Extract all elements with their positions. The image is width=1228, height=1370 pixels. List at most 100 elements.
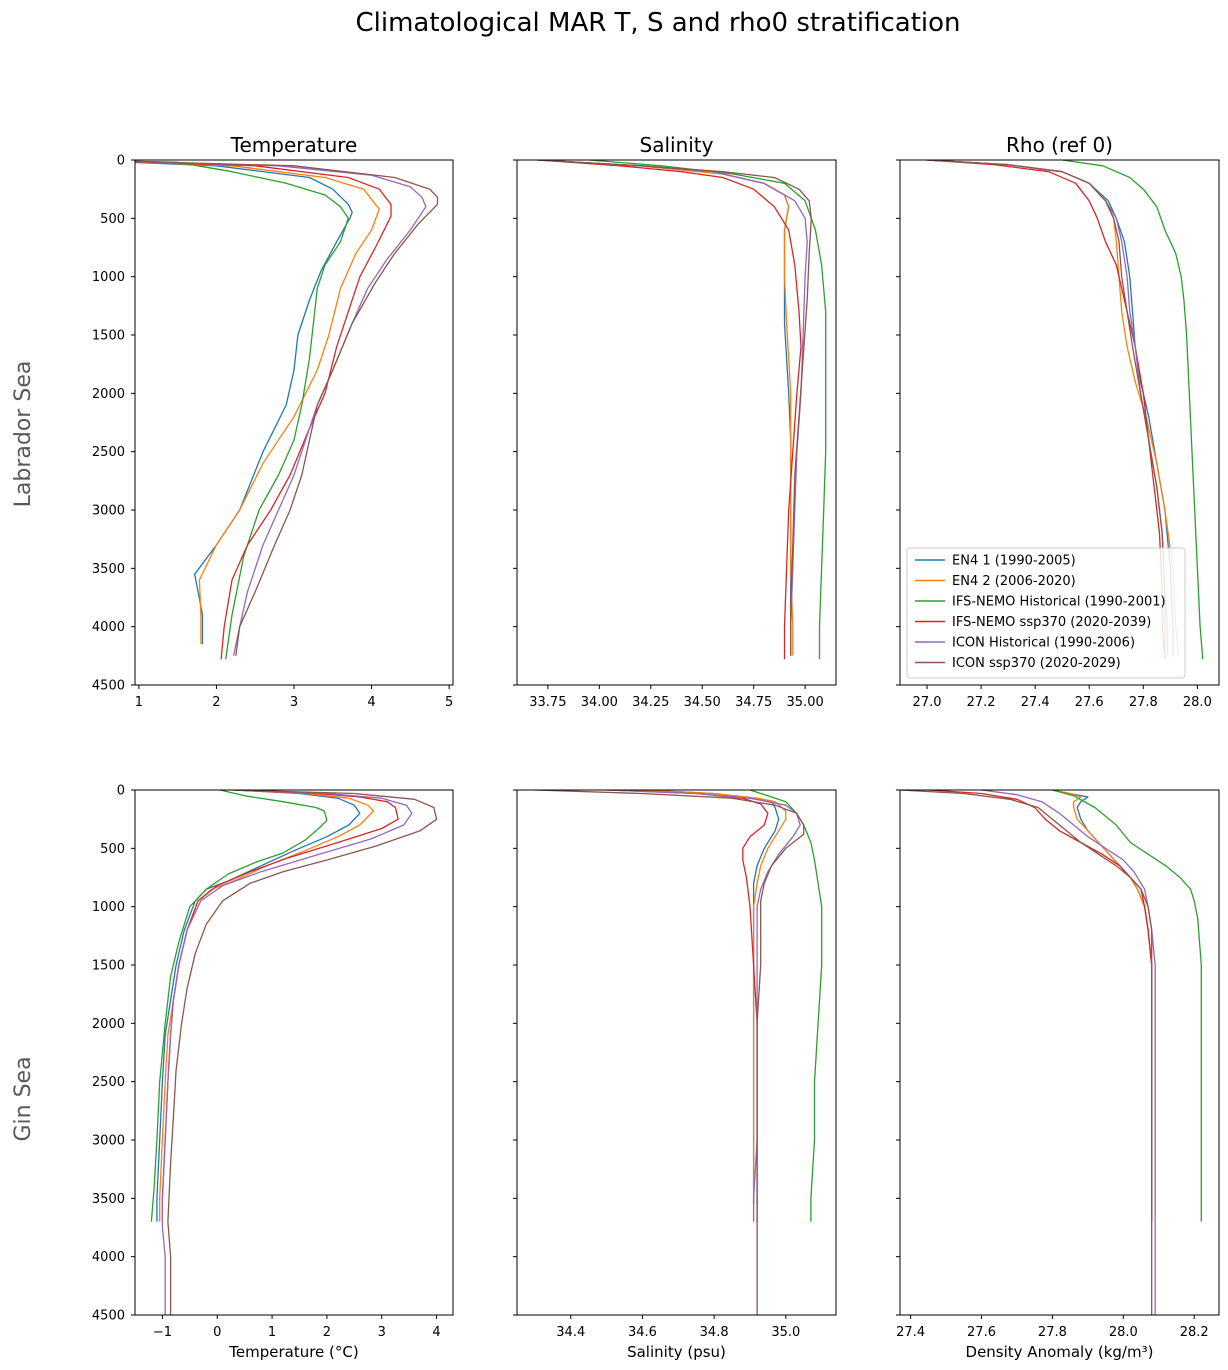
- x-tick-label: 34.00: [581, 695, 618, 710]
- series-line: [135, 160, 349, 660]
- series-line: [588, 160, 827, 660]
- x-tick-label: 5: [445, 695, 453, 710]
- x-tick-label: 28.0: [1109, 1325, 1138, 1340]
- panel-5: 34.4 34.6 34.8 35.0 Salinity (psu): [513, 789, 837, 1361]
- x-tick-label: 34.50: [684, 695, 721, 710]
- y-tick-label: 0: [117, 154, 125, 169]
- x-tick-label: 27.2: [967, 695, 996, 710]
- y-tick-label: 2000: [92, 1017, 125, 1032]
- series-line: [161, 790, 413, 1315]
- x-tick-label: 34.75: [735, 695, 772, 710]
- y-tick-label: 3500: [92, 1192, 125, 1207]
- panel-2: 33.75 34.00 34.25 34.50 34.75 35.00 Salinity: [513, 133, 837, 710]
- series-line: [900, 790, 1153, 1315]
- series-line: [1062, 160, 1204, 660]
- x-tick-label: 34.25: [632, 695, 669, 710]
- x-tick-label: 3: [290, 695, 298, 710]
- x-tick-label: 27.8: [1038, 1325, 1067, 1340]
- y-tick-label: 2500: [92, 445, 125, 460]
- x-tick-label: 27.8: [1129, 695, 1158, 710]
- series-line: [537, 160, 812, 656]
- x-tick-label: 34.6: [628, 1325, 657, 1340]
- x-tick-label: 27.6: [1075, 695, 1104, 710]
- panel-title: Temperature: [230, 133, 358, 157]
- x-tick-label: 4: [432, 1325, 440, 1340]
- axes-frame: [134, 789, 454, 1316]
- y-tick-label: 4000: [92, 1250, 125, 1265]
- x-tick-label: 35.00: [787, 695, 824, 710]
- panels: 1 2 3 4 505001000150020002500300035004000450…: [92, 133, 1220, 1361]
- y-tick-label: 4000: [92, 620, 125, 635]
- series-group: [534, 790, 823, 1315]
- series-line: [156, 790, 361, 1222]
- panel-1: 1 2 3 4 5 0 500 1000 1500 2000 2500 3000 3500 4000 450…: [92, 133, 454, 710]
- panel-title: Salinity: [640, 133, 714, 157]
- y-tick-label: 500: [100, 842, 125, 857]
- x-tick-label: 0: [213, 1325, 221, 1340]
- x-tick-label: 1: [135, 695, 143, 710]
- axes-frame: [899, 159, 1220, 686]
- y-tick-label: 3500: [92, 562, 125, 577]
- series-line: [135, 160, 427, 656]
- x-axis-label: Density Anomaly (kg/m³): [966, 1343, 1154, 1361]
- series-line: [606, 790, 769, 1222]
- x-tick-label: −1: [153, 1325, 172, 1340]
- series-line: [537, 160, 794, 656]
- series-line: [135, 161, 392, 660]
- series-group: [150, 790, 438, 1315]
- series-line: [537, 160, 808, 656]
- x-tick-label: 1: [268, 1325, 276, 1340]
- x-tick-label: 27.0: [913, 695, 942, 710]
- y-tick-label: 4500: [92, 679, 125, 694]
- series-line: [161, 790, 399, 1222]
- x-tick-label: 27.6: [967, 1325, 996, 1340]
- legend-label: EN4 2 (2006-2020): [952, 574, 1076, 589]
- series-group: [900, 790, 1202, 1315]
- x-tick-label: 34.4: [556, 1325, 585, 1340]
- axes-frame: [516, 159, 837, 686]
- legend-label: ICON ssp370 (2020-2029): [952, 656, 1121, 671]
- panel-6: 27.4 27.6 27.8 28.0 28.2 Density Anomaly (kg/…: [896, 789, 1220, 1361]
- series-line: [642, 790, 787, 1205]
- y-tick-label: 2000: [92, 387, 125, 402]
- row-label-labrador-sea: Labrador Sea: [11, 361, 36, 508]
- y-tick-label: 0: [117, 784, 125, 799]
- legend-label: IFS-NEMO ssp370 (2020-2039): [952, 615, 1151, 630]
- x-axis-label: Salinity (psu): [627, 1343, 726, 1361]
- y-tick-label: 2500: [92, 1075, 125, 1090]
- panel-4: −1 0 1 2 3 4 0 500 1000 1500 2000 2500 3000 3500 4000 4…: [92, 784, 454, 1361]
- y-tick-label: 500: [100, 212, 125, 227]
- legend: EN4 1 (1990-2005) EN4 2 (2006-2020) IFS-NE…: [906, 547, 1186, 679]
- series-line: [534, 790, 805, 1315]
- y-tick-label: 3000: [92, 504, 125, 519]
- axes-frame: [516, 789, 837, 1316]
- series-group: [135, 160, 439, 660]
- series-line: [606, 790, 801, 1222]
- panel-title: Rho (ref 0): [1006, 133, 1113, 157]
- series-line: [981, 790, 1156, 1315]
- x-axis-label: Temperature (°C): [228, 1343, 358, 1361]
- legend-label: EN4 1 (1990-2005): [952, 554, 1076, 569]
- series-line: [135, 160, 439, 656]
- x-tick-label: 35.0: [771, 1325, 800, 1340]
- row-label-gin-sea: Gin Sea: [11, 1056, 36, 1141]
- series-line: [537, 160, 802, 660]
- x-tick-label: 27.4: [896, 1325, 925, 1340]
- series-line: [150, 790, 328, 1222]
- series-line: [537, 160, 792, 656]
- figure-suptitle: Climatological MAR T, S and rho0 stratif…: [355, 8, 960, 38]
- x-tick-label: 33.75: [529, 695, 566, 710]
- y-tick-label: 3000: [92, 1134, 125, 1149]
- x-tick-label: 2: [212, 695, 220, 710]
- legend-box: [906, 547, 1186, 679]
- series-line: [135, 161, 380, 645]
- x-tick-label: 2: [323, 1325, 331, 1340]
- y-tick-label: 1000: [92, 270, 125, 285]
- x-tick-label: 28.2: [1180, 1325, 1209, 1340]
- x-tick-label: 4: [367, 695, 375, 710]
- series-line: [928, 790, 1153, 1222]
- series-group: [537, 160, 827, 660]
- y-tick-label: 1500: [92, 959, 125, 974]
- series-line: [749, 790, 823, 1222]
